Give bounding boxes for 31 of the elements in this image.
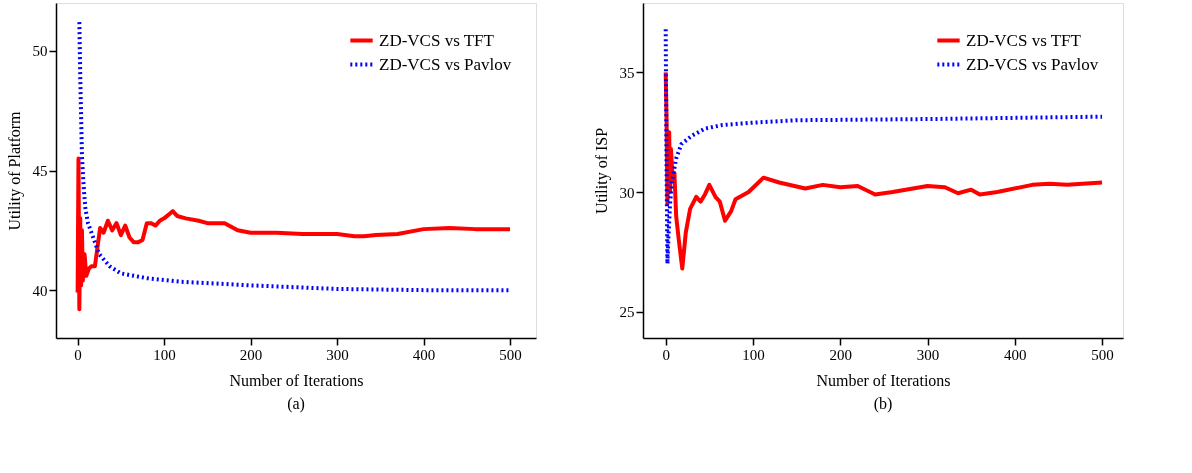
line-series — [663, 27, 1105, 266]
legend-label: ZD-VCS vs TFT — [379, 30, 495, 50]
y-axis-title: Utility of ISP — [592, 127, 611, 215]
x-tick-label: 100 — [153, 346, 176, 363]
x-tick-label: 0 — [662, 346, 670, 363]
x-axis-title: Number of Iterations — [229, 371, 364, 389]
x-tick-label: 400 — [412, 346, 436, 363]
legend-label: ZD-VCS vs Pavlov — [966, 54, 1099, 74]
line-series — [75, 156, 513, 312]
x-tick-label: 100 — [742, 346, 765, 363]
x-tick-label: 0 — [74, 346, 82, 363]
x-tick-label: 200 — [829, 346, 852, 363]
y-tick-label: 40 — [32, 282, 48, 299]
y-tick-label: 30 — [619, 184, 635, 201]
x-tick-label: 400 — [1004, 346, 1027, 363]
x-tick-label: 500 — [1091, 346, 1114, 363]
text: (b) — [873, 395, 893, 413]
legend-label: ZD-VCS vs Pavlov — [379, 54, 512, 74]
y-tick-label: 25 — [619, 304, 635, 321]
x-axis-title: Number of Iterations — [816, 371, 951, 389]
x-tick-label: 300 — [916, 346, 940, 363]
y-tick-label: 50 — [32, 43, 48, 60]
legend-label: ZD-VCS vs TFT — [966, 30, 1082, 50]
line-series — [663, 70, 1105, 271]
x-tick-label: 300 — [326, 346, 349, 363]
x-tick-label: 500 — [499, 346, 522, 363]
x-tick-label: 200 — [239, 346, 263, 363]
y-axis-title: Utility of Platform — [5, 110, 24, 231]
y-tick-label: 45 — [32, 163, 48, 179]
text: (a) — [287, 395, 305, 413]
y-tick-label: 35 — [619, 64, 635, 81]
